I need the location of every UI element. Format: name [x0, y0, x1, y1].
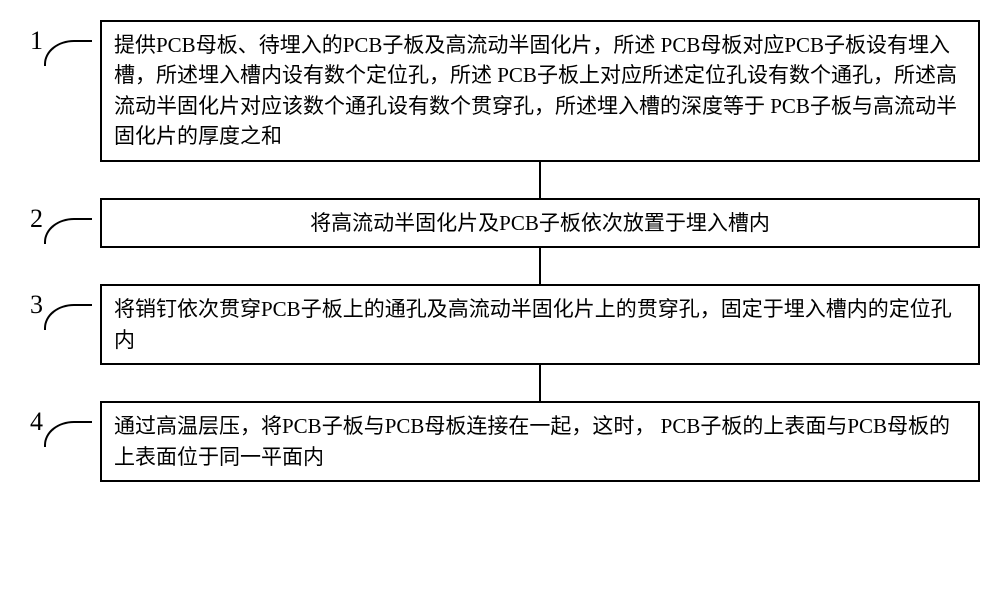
step-number-label: 1 — [30, 26, 43, 55]
step-box-3: 将销钉依次贯穿PCB子板上的通孔及高流动半固化片上的贯穿孔，固定于埋入槽内的定位… — [100, 284, 980, 365]
step-number-label: 2 — [30, 204, 43, 233]
step-box-1: 提供PCB母板、待埋入的PCB子板及高流动半固化片，所述 PCB母板对应PCB子… — [100, 20, 980, 162]
step-number-2: 2 — [30, 204, 43, 234]
step-box-2: 将高流动半固化片及PCB子板依次放置于埋入槽内 — [100, 198, 980, 248]
step-number-3: 3 — [30, 290, 43, 320]
step-number-1: 1 — [30, 26, 43, 56]
flowchart-step: 3 将销钉依次贯穿PCB子板上的通孔及高流动半固化片上的贯穿孔，固定于埋入槽内的… — [100, 284, 980, 365]
step-number-4: 4 — [30, 407, 43, 437]
step-number-label: 3 — [30, 290, 43, 319]
step-number-curve — [44, 218, 92, 244]
step-text: 通过高温层压，将PCB子板与PCB母板连接在一起，这时， PCB子板的上表面与P… — [114, 414, 950, 468]
flowchart-step: 4 通过高温层压，将PCB子板与PCB母板连接在一起，这时， PCB子板的上表面… — [100, 401, 980, 482]
step-number-label: 4 — [30, 407, 43, 436]
step-number-curve — [44, 421, 92, 447]
step-text: 提供PCB母板、待埋入的PCB子板及高流动半固化片，所述 PCB母板对应PCB子… — [114, 33, 957, 148]
flowchart-connector — [539, 365, 541, 401]
step-text: 将销钉依次贯穿PCB子板上的通孔及高流动半固化片上的贯穿孔，固定于埋入槽内的定位… — [114, 297, 952, 351]
flowchart-step: 2 将高流动半固化片及PCB子板依次放置于埋入槽内 — [100, 198, 980, 248]
flowchart-container: 1 提供PCB母板、待埋入的PCB子板及高流动半固化片，所述 PCB母板对应PC… — [100, 20, 980, 482]
flowchart-connector — [539, 248, 541, 284]
step-box-4: 通过高温层压，将PCB子板与PCB母板连接在一起，这时， PCB子板的上表面与P… — [100, 401, 980, 482]
flowchart-connector — [539, 162, 541, 198]
step-number-curve — [44, 40, 92, 66]
step-number-curve — [44, 304, 92, 330]
flowchart-step: 1 提供PCB母板、待埋入的PCB子板及高流动半固化片，所述 PCB母板对应PC… — [100, 20, 980, 162]
step-text: 将高流动半固化片及PCB子板依次放置于埋入槽内 — [310, 211, 770, 235]
